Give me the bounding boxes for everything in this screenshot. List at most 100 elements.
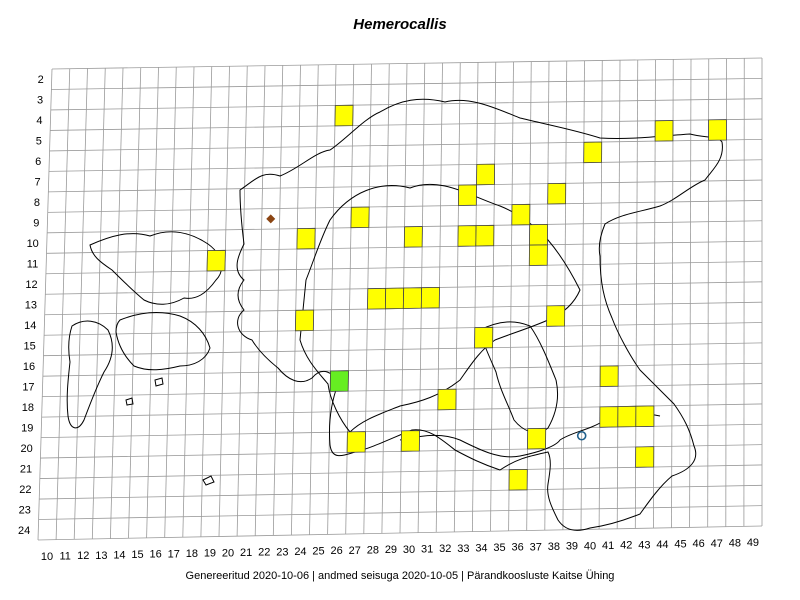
occurrence-square <box>475 224 495 247</box>
row-label: 15 <box>24 340 36 352</box>
column-label: 48 <box>729 538 741 550</box>
column-label: 21 <box>240 547 252 559</box>
grid-line-vertical <box>272 65 284 536</box>
circle-marker <box>576 430 587 441</box>
grid-line-vertical <box>254 65 266 536</box>
grid-line-vertical <box>110 67 124 539</box>
grid-line-vertical <box>146 67 159 538</box>
column-label: 32 <box>439 543 451 555</box>
occurrence-square <box>296 227 316 250</box>
column-label: 20 <box>222 547 234 559</box>
row-label: 17 <box>22 381 34 393</box>
map-title: Hemerocallis <box>353 16 447 33</box>
island-small-1 <box>202 475 215 486</box>
column-label: 17 <box>168 548 180 560</box>
column-label: 10 <box>41 551 53 563</box>
grid-labels: 2345678910111213141516171819202122232410… <box>18 74 759 563</box>
occurrence-square <box>599 406 619 428</box>
occurrence-square <box>294 309 315 332</box>
occurrence-square <box>384 287 405 310</box>
grid-line-vertical <box>91 68 106 539</box>
grid-line-vertical <box>218 66 230 537</box>
occurrence-square <box>599 365 619 387</box>
occurrence-square <box>508 468 528 491</box>
occurrence-square <box>511 203 531 226</box>
column-label: 13 <box>95 550 107 562</box>
grid-line-vertical <box>598 60 603 530</box>
column-label: 27 <box>349 545 361 557</box>
grid-line-horizontal <box>37 525 763 541</box>
diamond-marker <box>266 214 276 224</box>
column-label: 29 <box>385 544 397 556</box>
occurrence-square <box>547 182 567 205</box>
country-outline <box>66 98 723 531</box>
column-label: 40 <box>584 540 596 552</box>
column-label: 28 <box>367 545 379 557</box>
grid-line-horizontal <box>50 98 763 111</box>
occurrence-square-green <box>329 370 349 392</box>
column-label: 26 <box>331 545 343 557</box>
occurrence-square <box>635 405 655 428</box>
column-label: 30 <box>403 544 415 556</box>
grid-line-horizontal <box>43 342 763 357</box>
lake-border <box>479 321 559 433</box>
row-label: 12 <box>25 279 37 291</box>
column-label: 49 <box>747 537 759 549</box>
column-label: 24 <box>294 546 306 558</box>
row-label: 18 <box>22 402 34 414</box>
island-west <box>66 320 113 429</box>
row-label: 7 <box>35 177 41 189</box>
grid-line-vertical <box>128 67 142 539</box>
column-label: 38 <box>548 541 560 553</box>
occurrence-square <box>403 226 423 248</box>
occurrence-square <box>583 141 603 164</box>
island-large <box>89 231 223 305</box>
row-label: 16 <box>23 361 35 373</box>
occurrence-square <box>617 405 637 428</box>
column-label: 31 <box>421 543 433 555</box>
occurrence-square <box>400 430 420 452</box>
grid-line-horizontal <box>42 383 763 398</box>
grid-line-vertical <box>200 66 213 537</box>
occurrence-squares <box>206 104 727 491</box>
grid-line-vertical <box>526 61 532 531</box>
occurrence-square <box>437 388 457 411</box>
column-label: 41 <box>602 540 614 552</box>
grid-line-vertical <box>236 65 248 537</box>
grid-line-vertical <box>327 64 337 535</box>
row-label: 24 <box>18 525 30 537</box>
column-label: 14 <box>113 549 125 561</box>
occurrence-square <box>346 431 366 453</box>
grid-line-horizontal <box>45 261 763 275</box>
column-label: 42 <box>620 540 632 552</box>
occurrence-square <box>334 104 354 127</box>
column-label: 25 <box>312 546 324 558</box>
occurrence-square <box>457 225 477 247</box>
column-label: 36 <box>512 542 524 554</box>
grid-line-horizontal <box>47 200 763 213</box>
row-label: 9 <box>33 218 39 230</box>
column-label: 11 <box>59 550 70 562</box>
grid-line-vertical <box>73 68 88 540</box>
grid-line-vertical <box>616 60 621 529</box>
column-label: 15 <box>131 549 143 561</box>
row-label: 4 <box>36 115 42 127</box>
occurrence-square <box>528 244 548 266</box>
column-label: 23 <box>276 546 288 558</box>
grid-line-vertical <box>453 62 461 532</box>
row-label: 21 <box>20 463 32 475</box>
row-label: 3 <box>37 95 43 107</box>
column-label: 18 <box>186 548 198 560</box>
row-label: 22 <box>19 484 31 496</box>
grid-line-vertical <box>182 66 195 538</box>
grid-line-vertical <box>309 64 319 535</box>
occurrence-square <box>457 184 477 206</box>
column-label: 19 <box>204 548 216 560</box>
column-label: 37 <box>530 541 542 553</box>
row-label: 23 <box>19 504 31 516</box>
grid-line-vertical <box>55 68 71 540</box>
inner-border <box>299 183 581 433</box>
column-label: 22 <box>258 547 270 559</box>
occurrence-square <box>708 119 727 141</box>
